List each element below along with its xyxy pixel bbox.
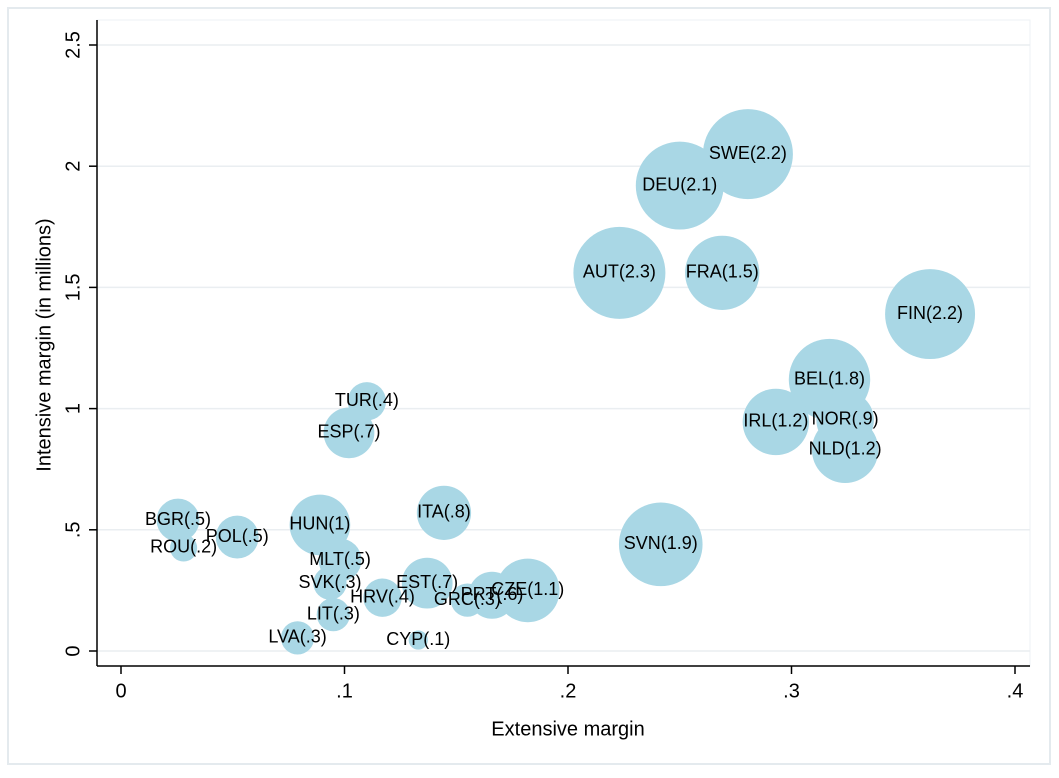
point-label: AUT(2.3) [583,262,656,282]
x-axis-title: Extensive margin [491,718,644,740]
y-tick-label: 0 [62,645,84,656]
y-tick-label: .5 [62,521,84,538]
point-label: POL(.5) [206,526,269,546]
point-label: GRC(.3) [434,589,501,609]
point-label: FIN(2.2) [897,303,963,323]
bubble [156,498,200,542]
bubble [702,109,793,200]
point-label: CYP(.1) [386,629,450,649]
bubble [363,578,402,617]
bubble [495,558,560,623]
y-tick-label: 1.5 [62,273,84,301]
point-label: CZE(1.1) [491,579,564,599]
y-tick-label: 2.5 [62,31,84,59]
point-label: SVN(1.9) [624,533,698,553]
bubble [401,557,453,609]
bubble [742,388,810,456]
x-tick-label: 0 [115,680,126,702]
point-label: HRV(.4) [350,586,415,606]
point-label: BGR(.5) [145,509,211,529]
x-tick-label: .2 [560,680,577,702]
point-label: NLD(1.2) [809,439,882,459]
bubble [170,534,198,562]
plot-region [96,19,1031,667]
bubble [811,416,879,484]
bubbles [156,109,976,655]
point-label: IRL(1.2) [743,411,808,431]
point-labels: SWE(2.2) DEU(2.1) AUT(2.3) FRA(1.5) FIN(2.2)… [145,143,963,649]
bubble [313,566,347,600]
point-label: NOR(.9) [812,409,879,429]
bubble [280,621,315,655]
x-tick-label: .3 [783,680,800,702]
point-label: SWE(2.2) [709,143,787,163]
bubble [408,630,428,650]
y-tick-label: 1 [62,403,84,414]
bubble [316,598,350,632]
point-label: ESP(.7) [317,422,380,442]
point-label: DEU(2.1) [642,174,717,194]
y-axis-title: Intensive margin (in millions) [33,218,55,471]
point-label: HUN(1) [289,514,350,534]
bubble [323,407,375,459]
point-label: MLT(.5) [309,549,371,569]
bubble [685,235,760,311]
point-label: SVK(.3) [298,572,361,592]
x-tick-label: .4 [1007,680,1024,702]
x-tick-label: .1 [336,680,353,702]
bubble [573,226,666,319]
point-label: LIT(.3) [307,603,360,623]
bubble [416,485,472,540]
point-label: TUR(.4) [335,390,399,410]
y-tick-label: 2 [62,161,84,172]
point-label: BEL(1.8) [794,368,865,388]
point-label: ROU(.2) [150,537,217,557]
ticks: 0 .5 1 1.5 2 2.5 0 .1 .2 .3 .4 [62,31,1023,702]
point-label: PRT(.6) [461,584,524,604]
point-label: FRA(1.5) [686,262,759,282]
point-label: EST(.7) [396,572,458,592]
bubble [618,502,703,587]
bubble [215,515,259,559]
bubble [635,141,724,230]
point-label: LVA(.3) [268,627,326,647]
bubble [885,269,976,360]
point-label: ITA(.8) [417,502,471,522]
